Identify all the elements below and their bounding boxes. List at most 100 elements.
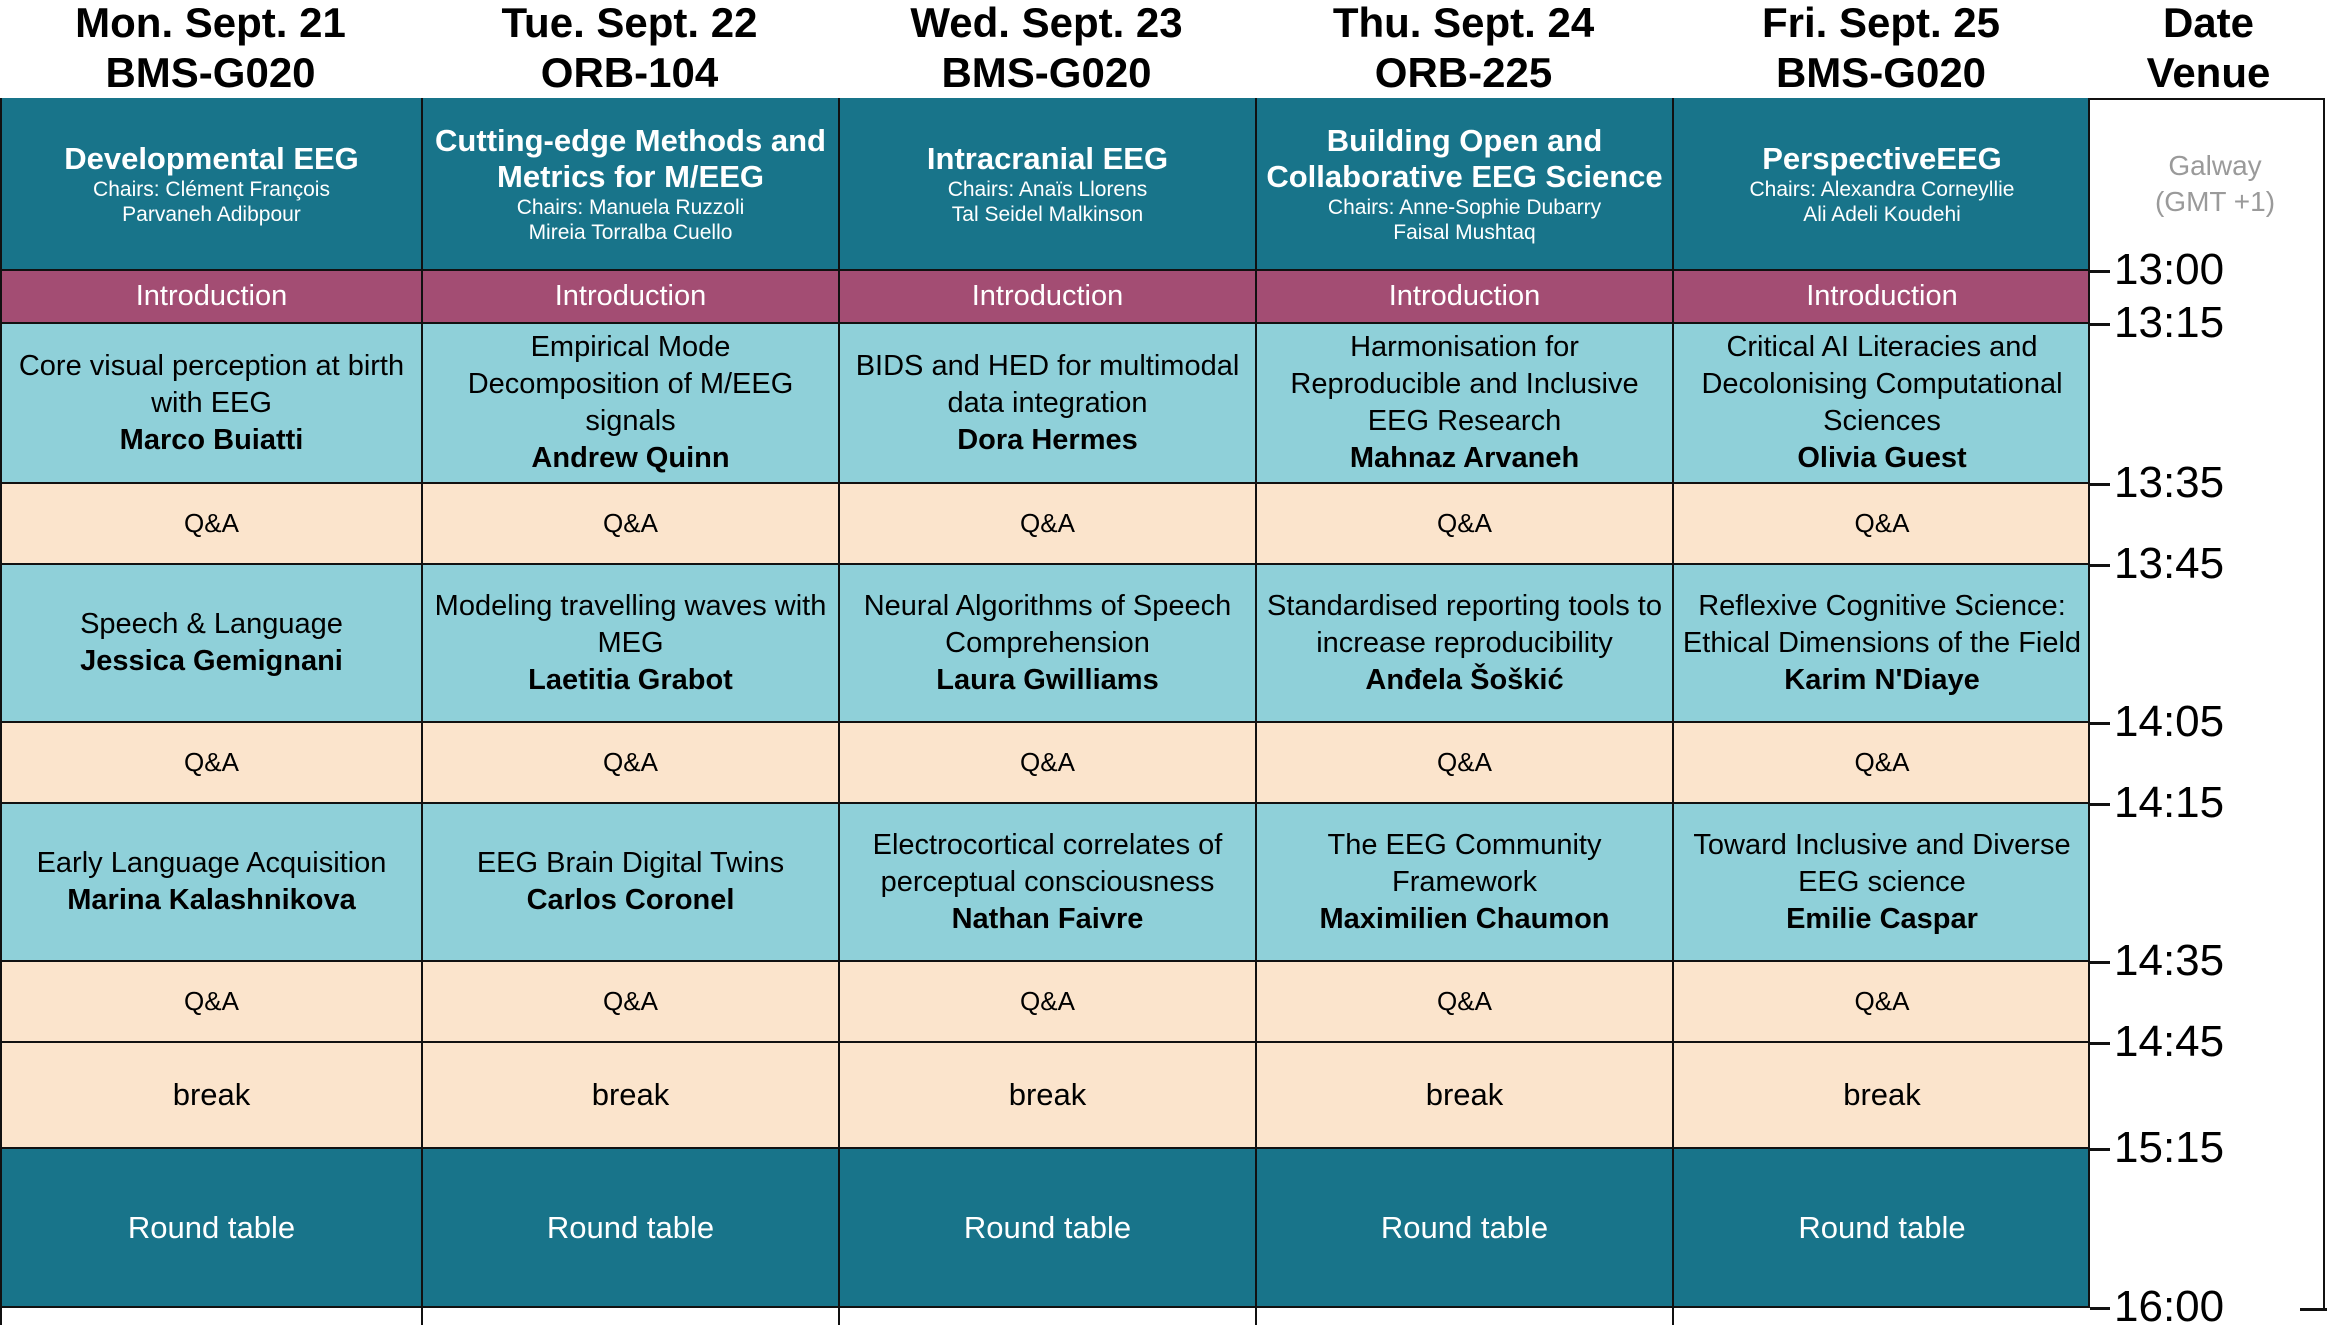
session-title: Intracranial EEG [926, 140, 1169, 176]
timezone-label: Galway (GMT +1) [2090, 148, 2327, 220]
talk-title: Electrocortical correlates of perceptual… [872, 828, 1223, 898]
talk-slot: BIDS and HED for multimodal data integra… [838, 324, 1255, 484]
session-chairs-2: Tal Seidel Malkinson [951, 202, 1144, 226]
talk-title: The EEG Community Framework [1327, 828, 1602, 898]
session-title: Developmental EEG [64, 140, 359, 176]
round-table-slot: Round table [838, 1149, 1255, 1308]
time-label: 13:00 [2114, 245, 2225, 294]
qa-slot: Q&A [838, 962, 1255, 1043]
talk-speaker: Jessica Gemignani [80, 645, 343, 677]
time-label: 14:05 [2114, 697, 2225, 746]
session-title: Building Open and Collaborative EEG Scie… [1266, 122, 1663, 194]
talk-slot: Critical AI Literacies and Decolonising … [1672, 324, 2090, 484]
time-tick [2090, 722, 2110, 725]
qa-slot: Q&A [1672, 723, 2090, 804]
talk-speaker: Nathan Faivre [951, 902, 1144, 935]
time-tick [2090, 803, 2110, 806]
venue-label: ORB-104 [540, 49, 719, 96]
session-chairs-2: Ali Adeli Koudehi [1803, 202, 1961, 226]
day-header: Mon. Sept. 21 BMS-G020 [0, 0, 421, 98]
qa-slot: Q&A [421, 484, 838, 565]
talk-speaker: Emilie Caspar [1786, 902, 1978, 935]
time-label: 14:15 [2114, 778, 2225, 827]
session-chairs: Chairs: Anne-Sophie Dubarry [1327, 195, 1602, 219]
frame-right-rule [2323, 98, 2325, 1310]
talk-title: Early Language Acquisition [36, 847, 387, 879]
talk-title: Reflexive Cognitive Science: Ethical Dim… [1682, 589, 2082, 659]
talk-title: Empirical Mode Decomposition of M/EEG si… [467, 331, 794, 437]
session-chairs: Chairs: Alexandra Corneyllie [1749, 177, 2015, 201]
venue-label: BMS-G020 [941, 49, 1152, 96]
break-slot: break [0, 1043, 421, 1149]
talk-speaker: Laetitia Grabot [528, 663, 733, 696]
timezone-city: Galway [2168, 150, 2262, 181]
break-slot: break [1255, 1043, 1672, 1149]
session-header: Building Open and Collaborative EEG Scie… [1255, 98, 1672, 271]
talk-speaker: Anđela Šoškić [1365, 663, 1564, 696]
day-header: Tue. Sept. 22 ORB-104 [421, 0, 838, 98]
round-table-slot: Round table [1255, 1149, 1672, 1308]
timezone-offset: (GMT +1) [2154, 186, 2276, 217]
talk-slot: Core visual perception at birth with EEG… [0, 324, 421, 484]
talk-title: Harmonisation for Reproducible and Inclu… [1290, 331, 1639, 437]
talk-title: Core visual perception at birth with EEG [18, 349, 405, 419]
talk-title: Standardised reporting tools to increase… [1267, 589, 1662, 659]
break-slot: break [838, 1043, 1255, 1149]
introduction-slot: Introduction [1672, 271, 2090, 324]
session-chairs: Chairs: Anaïs Llorens [947, 177, 1148, 201]
talk-slot: Speech & Language Jessica Gemignani [0, 565, 421, 723]
talk-title: Speech & Language [80, 608, 343, 640]
talk-slot: Early Language Acquisition Marina Kalashn… [0, 804, 421, 962]
time-label: 15:15 [2114, 1123, 2225, 1172]
talk-slot: Empirical Mode Decomposition of M/EEG si… [421, 324, 838, 484]
qa-slot: Q&A [0, 484, 421, 565]
column-tail [421, 1308, 838, 1325]
time-tick [2090, 1148, 2110, 1151]
talk-speaker: Marina Kalashnikova [67, 884, 356, 916]
day-header: Thu. Sept. 24 ORB-225 [1255, 0, 1672, 98]
time-label: 13:45 [2114, 539, 2225, 588]
talk-title: Critical AI Literacies and Decolonising … [1701, 331, 2063, 437]
time-tick [2090, 961, 2110, 964]
session-chairs-2: Mireia Torralba Cuello [528, 220, 733, 244]
break-slot: break [421, 1043, 838, 1149]
grid-right-rule [2088, 98, 2090, 1308]
column-tail [0, 1308, 421, 1325]
session-chairs-2: Faisal Mushtaq [1393, 220, 1536, 244]
time-tick [2090, 483, 2110, 486]
time-tick [2090, 564, 2110, 567]
introduction-slot: Introduction [421, 271, 838, 324]
qa-slot: Q&A [421, 962, 838, 1043]
qa-slot: Q&A [0, 962, 421, 1043]
talk-title: Modeling travelling waves with MEG [434, 589, 827, 659]
round-table-slot: Round table [421, 1149, 838, 1308]
session-chairs: Chairs: Clément François [93, 177, 330, 201]
talk-title: BIDS and HED for multimodal data integra… [855, 349, 1240, 419]
day-header: Fri. Sept. 25 BMS-G020 [1672, 0, 2090, 98]
time-label: 14:45 [2114, 1017, 2225, 1066]
venue-heading: Venue [2146, 49, 2271, 96]
frame-bottom-tick [2300, 1308, 2327, 1311]
column-tail [1672, 1308, 2090, 1325]
talk-slot: Neural Algorithms of Speech Comprehensio… [838, 565, 1255, 723]
time-label: 13:15 [2114, 298, 2225, 347]
talk-slot: Harmonisation for Reproducible and Inclu… [1255, 324, 1672, 484]
column-tail [838, 1308, 1255, 1325]
session-header: Developmental EEG Chairs: Clément Françoi… [0, 98, 421, 271]
time-label: 14:35 [2114, 936, 2225, 985]
talk-slot: Electrocortical correlates of perceptual… [838, 804, 1255, 962]
qa-slot: Q&A [1672, 484, 2090, 565]
time-tick [2090, 1042, 2110, 1045]
talk-speaker: Karim N'Diaye [1784, 663, 1980, 696]
session-header: Cutting-edge Methods and Metrics for M/E… [421, 98, 838, 271]
round-table-slot: Round table [0, 1149, 421, 1308]
time-label: 13:35 [2114, 458, 2225, 507]
time-label: 16:00 [2114, 1282, 2225, 1331]
column-tail [1255, 1308, 1672, 1325]
introduction-slot: Introduction [838, 271, 1255, 324]
talk-title: EEG Brain Digital Twins [476, 847, 785, 879]
time-tick [2090, 1307, 2110, 1310]
date-heading: Date [2162, 0, 2255, 46]
qa-slot: Q&A [1672, 962, 2090, 1043]
talk-slot: Standardised reporting tools to increase… [1255, 565, 1672, 723]
